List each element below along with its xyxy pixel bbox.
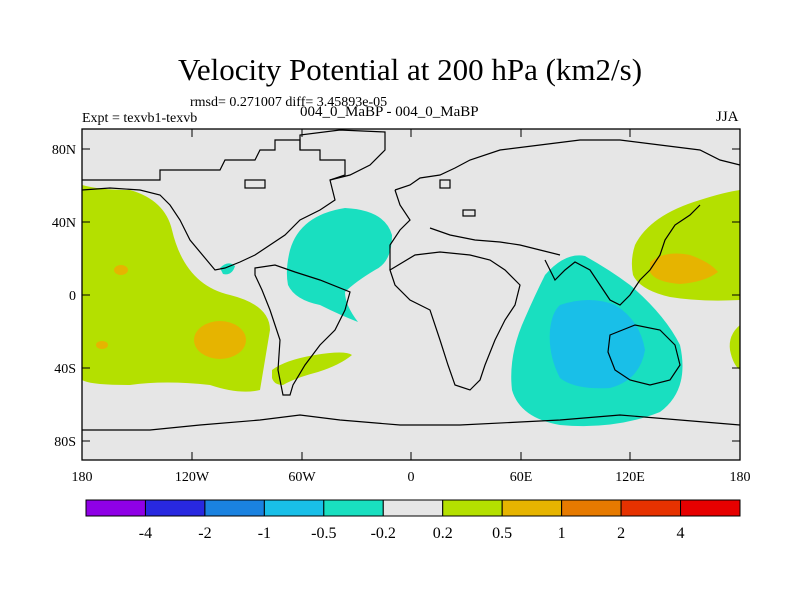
colorbar-label: -4 <box>139 525 152 542</box>
y-axis <box>82 148 740 442</box>
y-tick-label: 80N <box>52 143 76 158</box>
colorbar-box <box>204 499 265 517</box>
colorbar-box <box>85 499 146 517</box>
colorbar-box <box>680 499 741 517</box>
colorbar-box <box>561 499 622 517</box>
x-tick-label: 0 <box>408 470 415 485</box>
map-title: Velocity Potential at 200 hPa (km2/s) <box>177 52 643 87</box>
y-tick-label: 80S <box>54 435 76 450</box>
y-tick-label: 0 <box>69 289 76 304</box>
experiment-label: Expt = texvb1-texvb <box>82 111 198 126</box>
colorbar-box <box>620 499 682 517</box>
x-tick-label: 120E <box>615 470 645 485</box>
colorbar-box <box>323 499 384 517</box>
colorbar-label: -0.2 <box>371 525 396 542</box>
y-tick-label: 40N <box>52 216 76 231</box>
colorbar-box <box>442 499 503 517</box>
colorbar <box>85 499 741 517</box>
colorbar-box <box>144 499 206 517</box>
x-tick-label: 180 <box>72 470 93 485</box>
colorbar-label: 4 <box>677 525 685 542</box>
stats-line: rmsd= 0.271007 diff= 3.45893e-05 <box>190 95 388 110</box>
x-tick-label: 60E <box>510 470 533 485</box>
colorbar-label: 0.5 <box>492 525 512 542</box>
colorbar-box <box>382 499 444 517</box>
x-tick-label: 60W <box>288 470 316 485</box>
coastlines <box>81 129 741 431</box>
x-tick-label: 180 <box>730 470 751 485</box>
contour-fill-negative-core <box>549 300 645 389</box>
y-tick-label: 40S <box>54 362 76 377</box>
colorbar-label: 2 <box>617 525 625 542</box>
colorbar-label: -1 <box>258 525 271 542</box>
colorbar-label: 1 <box>558 525 566 542</box>
season-label: JJA <box>716 109 739 125</box>
colorbar-box <box>263 499 325 517</box>
colorbar-label: -0.5 <box>311 525 336 542</box>
colorbar-label: -2 <box>198 525 211 542</box>
x-axis <box>191 129 631 460</box>
x-tick-label: 120W <box>175 470 210 485</box>
contour-fill-positive-core <box>96 253 718 359</box>
subtitle: 004_0_MaBP - 004_0_MaBP <box>300 104 479 120</box>
colorbar-box <box>501 499 563 517</box>
colorbar-label: 0.2 <box>433 525 453 542</box>
